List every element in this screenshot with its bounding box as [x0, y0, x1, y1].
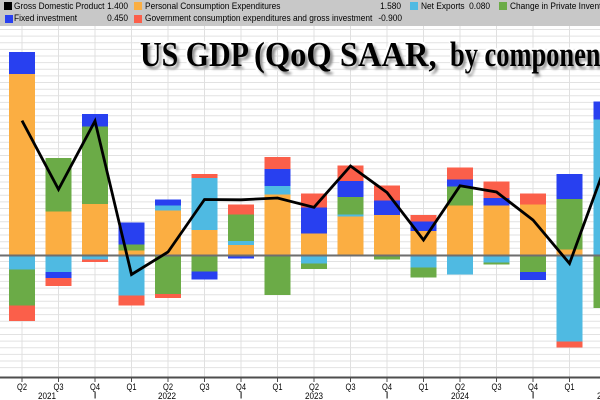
svg-text:Q4: Q4 — [236, 382, 247, 393]
svg-text:Q2: Q2 — [163, 382, 173, 393]
svg-text:2021: 2021 — [38, 391, 56, 400]
svg-text:Q4: Q4 — [528, 382, 539, 393]
svg-text:Q4: Q4 — [90, 382, 101, 393]
svg-text:Q1: Q1 — [419, 382, 429, 393]
svg-text:2023: 2023 — [305, 391, 323, 400]
svg-text:Q3: Q3 — [200, 382, 210, 393]
svg-text:2025: 2025 — [597, 391, 600, 400]
svg-text:Q1: Q1 — [273, 382, 283, 393]
svg-text:Q1: Q1 — [565, 382, 575, 393]
svg-text:Q3: Q3 — [492, 382, 502, 393]
svg-text:Q2: Q2 — [17, 382, 27, 393]
svg-text:Q3: Q3 — [54, 382, 64, 393]
svg-text:Q2: Q2 — [309, 382, 319, 393]
svg-text:Q1: Q1 — [127, 382, 137, 393]
svg-text:Q4: Q4 — [382, 382, 393, 393]
svg-text:2024: 2024 — [451, 391, 470, 400]
svg-text:Q2: Q2 — [455, 382, 465, 393]
svg-text:Q3: Q3 — [346, 382, 356, 393]
svg-text:2022: 2022 — [158, 391, 176, 400]
